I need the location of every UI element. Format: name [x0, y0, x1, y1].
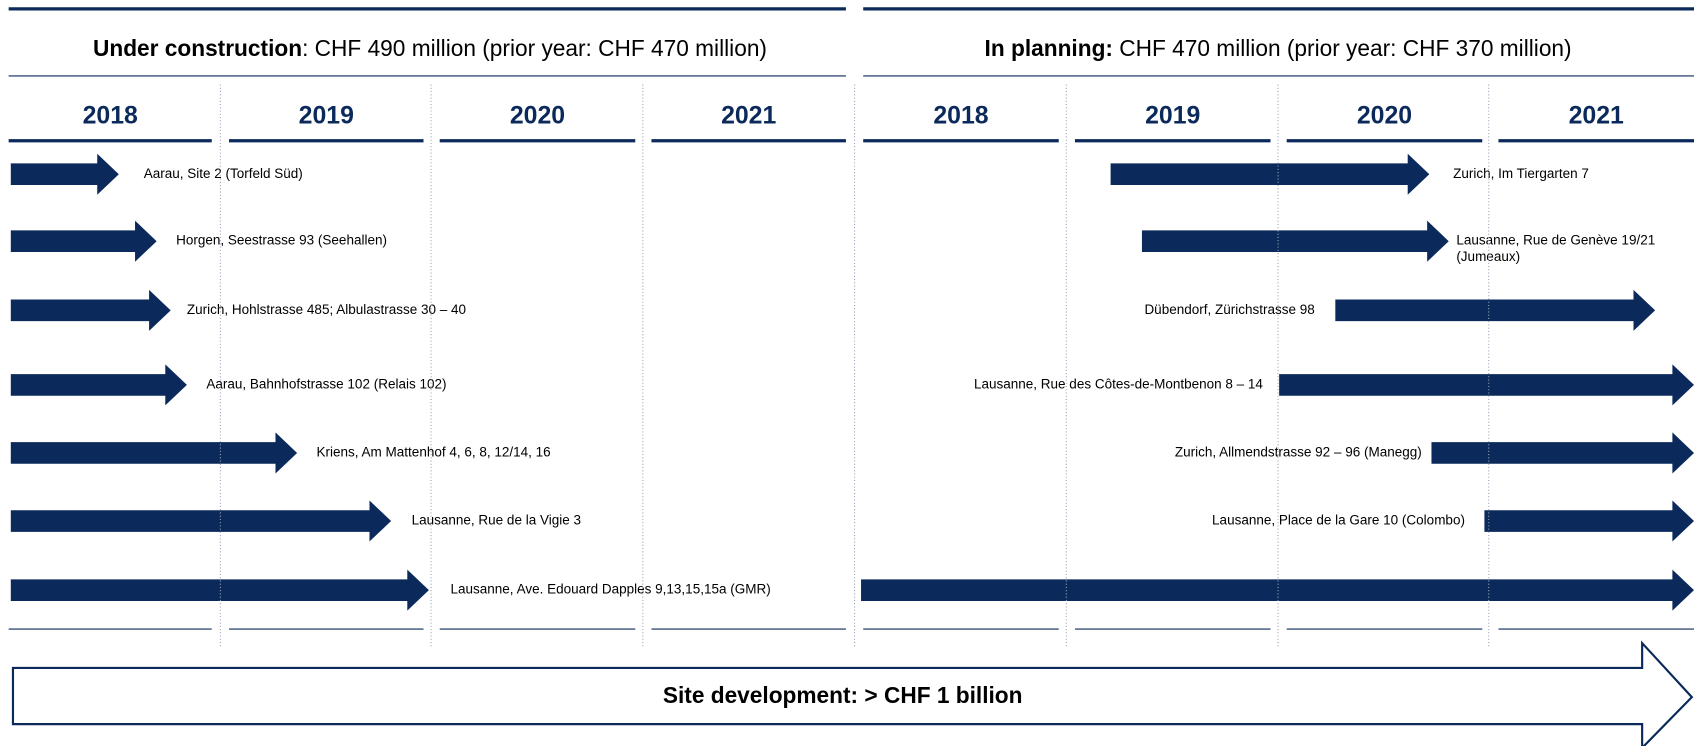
project-arrow [10, 432, 298, 474]
project-label: Lausanne, Ave. Edouard Dapples 9,13,15,1… [451, 582, 771, 597]
year-label: 2021 [721, 103, 776, 130]
project-arrow [10, 364, 187, 406]
frame [8, 7, 1694, 77]
project-arrow [10, 289, 171, 331]
project-arrow [1141, 220, 1449, 262]
year-label: 2019 [1145, 103, 1200, 130]
project-label: Aarau, Bahnhofstrasse 102 (Relais 102) [206, 376, 446, 391]
project-arrow [1279, 364, 1694, 406]
project-label: Aarau, Site 2 (Torfeld Süd) [144, 166, 303, 181]
footer-label: Site development: > CHF 1 billion [663, 682, 1023, 708]
project-label: Lausanne, Rue de Genève 19/21 [1456, 233, 1655, 248]
year-label: 2018 [83, 103, 138, 130]
project-arrow [1431, 432, 1694, 474]
year-label: 2018 [933, 103, 988, 130]
year-label: 2019 [299, 103, 354, 130]
project-arrow [10, 500, 392, 542]
project-label: Zurich, Allmendstrasse 92 – 96 (Manegg) [1175, 445, 1422, 460]
project-label: Dübendorf, Zürichstrasse 98 [1144, 302, 1314, 317]
project-label: Zurich, Hohlstrasse 485; Albulastrasse 3… [187, 302, 466, 317]
project-label: Lausanne, Place de la Gare 10 (Colombo) [1212, 513, 1465, 528]
year-label: 2021 [1569, 103, 1624, 130]
project-label: Horgen, Seestrasse 93 (Seehallen) [176, 233, 387, 248]
site-development-arrow [11, 640, 1694, 751]
project-arrow [1110, 153, 1430, 195]
project-arrow [1484, 500, 1694, 542]
project-label: Lausanne, Rue des Côtes-de-Montbenon 8 –… [974, 376, 1263, 391]
project-label: Lausanne, Rue de la Vigie 3 [412, 513, 581, 528]
year-label: 2020 [510, 103, 565, 130]
year-label: 2020 [1357, 103, 1412, 130]
project-label: Kriens, Am Mattenhof 4, 6, 8, 12/14, 16 [317, 445, 551, 460]
project-arrow [1335, 289, 1656, 331]
left-header: Under construction: CHF 490 million (pri… [93, 35, 767, 61]
project-arrow [10, 220, 157, 262]
project-label: Zurich, Im Tiergarten 7 [1453, 166, 1589, 181]
project-arrow [10, 153, 119, 195]
right-header: In planning: CHF 470 million (prior year… [985, 35, 1572, 61]
